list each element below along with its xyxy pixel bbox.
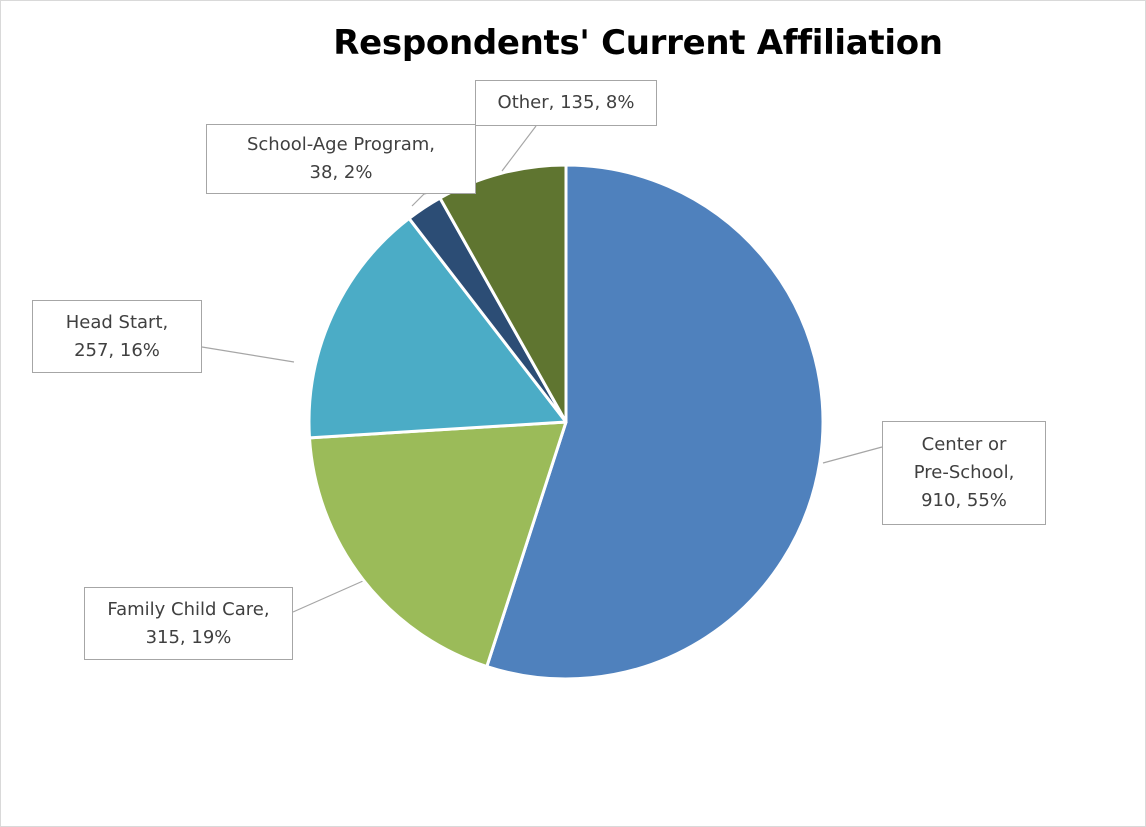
leader-line-head-start: [201, 346, 295, 363]
pie-slice-family-child-care: [307, 420, 568, 668]
data-label-other: Other, 135, 8%: [475, 80, 657, 126]
leader-line-center: [822, 446, 883, 464]
pie-slice-head-start: [307, 216, 568, 440]
data-label-head-start: Head Start, 257, 16%: [32, 300, 202, 373]
data-label-text: Family Child Care, 315, 19%: [107, 598, 270, 648]
data-label-text: School-Age Program, 38, 2%: [246, 134, 436, 183]
pie-slice-other: [438, 163, 568, 424]
leader-line-other: [501, 125, 537, 172]
data-label-text: Center or Pre-School, 910, 55%: [913, 434, 1015, 511]
data-label-school-age-program: School-Age Program, 38, 2%: [206, 124, 476, 194]
data-label-family-child-care: Family Child Care, 315, 19%: [84, 587, 293, 660]
data-label-center-or-pre-school: Center or Pre-School, 910, 55%: [882, 421, 1046, 525]
pie-slices: [307, 163, 825, 681]
leader-line-family: [292, 580, 364, 613]
data-label-text: Head Start, 257, 16%: [65, 311, 169, 361]
data-label-text: Other, 135, 8%: [497, 92, 635, 113]
pie-slice-center-or-pre-school: [485, 163, 825, 681]
chart-title: Respondents' Current Affiliation: [333, 23, 943, 63]
